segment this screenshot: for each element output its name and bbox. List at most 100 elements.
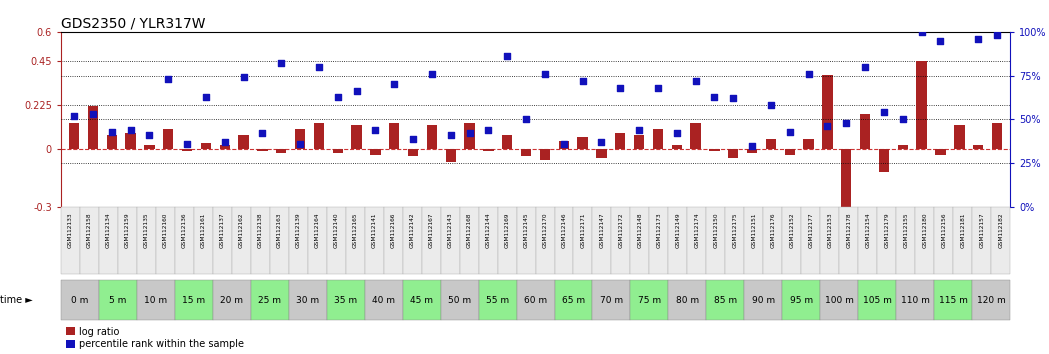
Bar xyxy=(991,207,1010,274)
Text: GSM112149: GSM112149 xyxy=(676,212,681,248)
Bar xyxy=(612,207,630,274)
Bar xyxy=(408,149,419,156)
Text: GDS2350 / YLR317W: GDS2350 / YLR317W xyxy=(61,17,206,31)
Bar xyxy=(88,106,98,149)
Text: GSM112178: GSM112178 xyxy=(847,212,852,248)
Bar xyxy=(555,207,574,274)
Bar xyxy=(972,280,1010,320)
Text: 90 m: 90 m xyxy=(752,296,775,304)
Bar xyxy=(251,207,270,274)
Bar xyxy=(630,280,668,320)
Text: GSM112140: GSM112140 xyxy=(334,212,339,248)
Bar xyxy=(441,207,459,274)
Bar xyxy=(441,280,478,320)
Bar xyxy=(652,129,663,149)
Text: GSM112162: GSM112162 xyxy=(239,212,243,248)
Point xyxy=(933,38,949,44)
Bar xyxy=(521,149,531,156)
Bar xyxy=(478,280,516,320)
Bar xyxy=(144,145,154,149)
Bar xyxy=(860,114,871,149)
Bar xyxy=(896,207,915,274)
Point xyxy=(405,136,422,142)
Point xyxy=(819,124,836,129)
Bar xyxy=(820,280,858,320)
Bar xyxy=(346,207,365,274)
Bar xyxy=(502,135,513,149)
Bar xyxy=(478,207,497,274)
Bar xyxy=(238,135,249,149)
Bar xyxy=(801,207,820,274)
Bar xyxy=(288,280,326,320)
Text: 45 m: 45 m xyxy=(410,296,433,304)
Point xyxy=(630,127,647,133)
Bar xyxy=(365,207,384,274)
Bar xyxy=(593,207,612,274)
Text: GSM112139: GSM112139 xyxy=(296,212,301,248)
Bar xyxy=(764,207,783,274)
Bar xyxy=(935,207,954,274)
Text: GSM112170: GSM112170 xyxy=(542,212,548,248)
Text: GSM112150: GSM112150 xyxy=(713,212,719,248)
Bar xyxy=(841,149,852,207)
Text: GSM112176: GSM112176 xyxy=(770,212,775,248)
Bar xyxy=(136,280,175,320)
Text: GSM112134: GSM112134 xyxy=(106,212,111,248)
Point xyxy=(649,85,666,91)
Point xyxy=(593,139,609,145)
Text: GSM112151: GSM112151 xyxy=(751,212,756,248)
Bar xyxy=(232,207,251,274)
Point xyxy=(518,117,535,122)
Bar xyxy=(136,207,155,274)
Text: GSM112182: GSM112182 xyxy=(999,212,1003,248)
Point xyxy=(424,71,441,77)
Point xyxy=(480,127,497,133)
Point xyxy=(178,141,195,147)
Text: 105 m: 105 m xyxy=(863,296,892,304)
Point xyxy=(329,94,346,99)
Bar xyxy=(745,280,783,320)
Bar xyxy=(687,207,706,274)
Text: 40 m: 40 m xyxy=(372,296,395,304)
Text: GSM112160: GSM112160 xyxy=(163,212,168,248)
Text: GSM112141: GSM112141 xyxy=(371,212,377,248)
Text: GSM112180: GSM112180 xyxy=(922,212,927,248)
Point xyxy=(782,129,798,135)
Bar xyxy=(615,133,625,149)
Text: GSM112136: GSM112136 xyxy=(181,212,187,248)
Point xyxy=(536,71,553,77)
Bar xyxy=(80,207,99,274)
Bar xyxy=(726,207,745,274)
Bar xyxy=(326,280,365,320)
Text: 65 m: 65 m xyxy=(562,296,585,304)
Bar xyxy=(954,207,972,274)
Text: GSM112152: GSM112152 xyxy=(789,212,794,248)
Point xyxy=(235,75,252,80)
Bar xyxy=(61,280,99,320)
Point xyxy=(66,113,83,119)
Bar xyxy=(955,125,964,149)
Point xyxy=(386,81,403,87)
Point xyxy=(197,94,214,99)
Bar xyxy=(783,280,820,320)
Bar xyxy=(251,280,288,320)
Point xyxy=(763,103,779,108)
Text: GSM112145: GSM112145 xyxy=(523,212,529,248)
Point xyxy=(914,29,930,35)
Bar xyxy=(630,207,649,274)
Text: 50 m: 50 m xyxy=(448,296,471,304)
Text: GSM112174: GSM112174 xyxy=(694,212,700,248)
Bar xyxy=(706,280,745,320)
Bar xyxy=(194,207,213,274)
Text: 85 m: 85 m xyxy=(713,296,737,304)
Point xyxy=(254,131,271,136)
Point xyxy=(612,85,628,91)
Text: 95 m: 95 m xyxy=(790,296,813,304)
Bar xyxy=(351,125,362,149)
Text: GSM112168: GSM112168 xyxy=(467,212,472,248)
Text: GSM112161: GSM112161 xyxy=(200,212,206,248)
Point xyxy=(555,141,572,147)
Text: 30 m: 30 m xyxy=(296,296,319,304)
Point xyxy=(744,143,761,149)
Bar xyxy=(107,135,116,149)
